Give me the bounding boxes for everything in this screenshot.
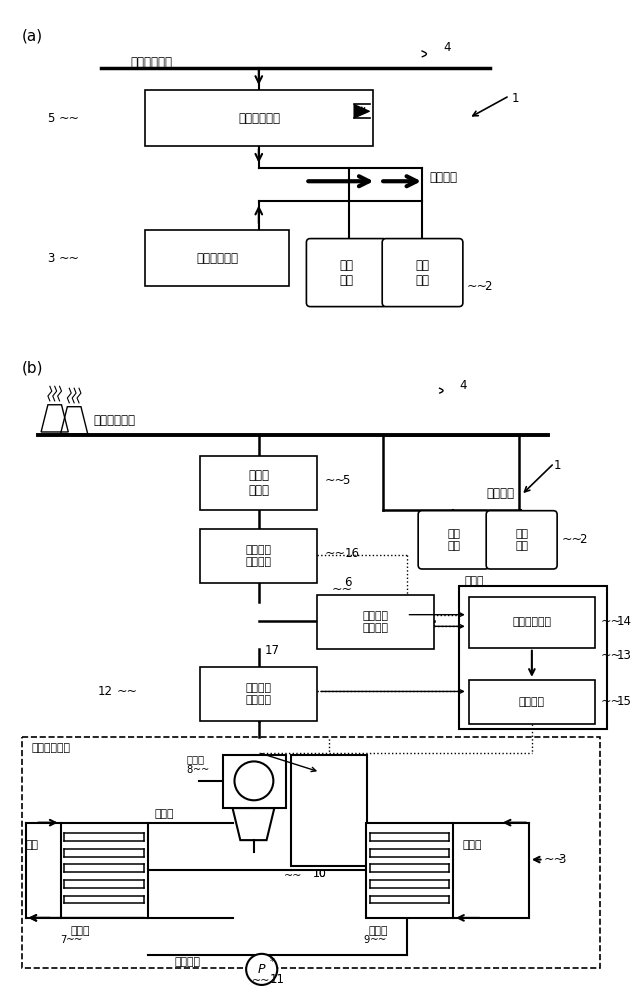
Text: (a): (a) (22, 29, 43, 44)
Bar (60, 823, 148, 918)
Text: 工作介质: 工作介质 (174, 957, 200, 967)
Text: 二元发电系统: 二元发电系统 (31, 743, 70, 753)
Text: 13: 13 (617, 649, 631, 662)
Text: 5: 5 (48, 112, 55, 125)
Bar (317, 595, 434, 649)
Bar (291, 755, 366, 866)
Text: 电力供给系统: 电力供给系统 (93, 414, 136, 427)
Text: 蠹发器: 蠹发器 (70, 926, 90, 936)
Text: 二元发电系统: 二元发电系统 (196, 252, 238, 265)
Text: 防逆流继电器: 防逆流继电器 (238, 112, 280, 125)
Text: 12: 12 (98, 685, 113, 698)
Text: 发电电力
测定单元: 发电电力 测定单元 (246, 683, 272, 705)
Bar (201, 667, 317, 721)
Text: ~~: ~~ (601, 649, 622, 662)
FancyBboxPatch shape (382, 239, 463, 307)
Circle shape (246, 954, 277, 985)
Text: 10: 10 (313, 869, 327, 879)
Text: ~~: ~~ (252, 976, 271, 986)
Bar (201, 456, 317, 510)
Text: 7: 7 (60, 935, 67, 945)
Text: ~~: ~~ (67, 935, 84, 945)
Text: ~~: ~~ (325, 474, 346, 487)
Text: 2: 2 (485, 280, 491, 293)
Text: 外部
负载: 外部 负载 (515, 529, 528, 551)
Text: 膨胀机: 膨胀机 (155, 809, 174, 819)
Text: P: P (258, 963, 265, 976)
Text: 外部
负载: 外部 负载 (340, 259, 354, 287)
Text: (b): (b) (22, 360, 43, 375)
Text: 14: 14 (617, 615, 631, 628)
Text: ~~: ~~ (192, 765, 209, 775)
Text: 外部
负载: 外部 负载 (415, 259, 429, 287)
Text: 防逆流
继电器: 防逆流 继电器 (248, 469, 269, 497)
Text: ~~: ~~ (467, 280, 488, 293)
Text: 温水: 温水 (25, 840, 39, 850)
Bar (469, 680, 595, 724)
Bar (145, 90, 373, 146)
FancyBboxPatch shape (486, 511, 557, 569)
Bar (459, 586, 606, 729)
Text: 2: 2 (580, 533, 587, 546)
Text: 供给电力
测定单元: 供给电力 测定单元 (246, 545, 272, 567)
Text: 使用电力
测定单元: 使用电力 测定单元 (363, 611, 389, 633)
FancyBboxPatch shape (418, 511, 489, 569)
Text: 9: 9 (364, 935, 370, 945)
Text: ~~: ~~ (331, 583, 352, 596)
Text: ~~: ~~ (601, 695, 622, 708)
Text: ~~: ~~ (544, 853, 565, 866)
Text: 电力负载: 电力负载 (430, 171, 458, 184)
Text: 凝结器: 凝结器 (368, 926, 388, 936)
Text: ~~: ~~ (284, 871, 302, 881)
Text: 16: 16 (344, 547, 359, 560)
Text: ~~: ~~ (601, 615, 622, 628)
Text: 4: 4 (443, 41, 451, 54)
Text: 10: 10 (313, 869, 327, 879)
Text: ~~: ~~ (562, 533, 583, 546)
Text: 6: 6 (344, 576, 352, 589)
Text: 8: 8 (187, 765, 193, 775)
FancyBboxPatch shape (307, 239, 387, 307)
Bar (22, 737, 600, 968)
Bar (469, 597, 595, 648)
Text: 控制部: 控制部 (465, 576, 485, 586)
Text: 4: 4 (459, 379, 467, 392)
Bar (223, 755, 286, 808)
Text: 电力负载: 电力负载 (486, 487, 514, 500)
Text: ~~: ~~ (325, 547, 346, 560)
Text: 3: 3 (48, 252, 55, 265)
Text: 17: 17 (265, 644, 279, 657)
Bar (366, 823, 453, 918)
Text: ~~: ~~ (58, 252, 79, 265)
Text: 冷却水: 冷却水 (463, 840, 483, 850)
Text: 外部
负载: 外部 负载 (447, 529, 460, 551)
Text: 电力供给系统: 电力供给系统 (131, 56, 173, 69)
Bar (201, 529, 317, 583)
Text: 循环量计算部: 循环量计算部 (512, 617, 551, 627)
Text: *: * (269, 957, 274, 967)
Text: 1: 1 (511, 92, 519, 105)
Text: ~~: ~~ (117, 685, 138, 698)
Bar (145, 230, 289, 286)
Text: 1: 1 (553, 459, 561, 472)
Text: 3: 3 (558, 853, 566, 866)
Text: 11: 11 (269, 973, 284, 986)
Text: 15: 15 (617, 695, 631, 708)
Text: 泵控制部: 泵控制部 (519, 697, 545, 707)
Text: 5: 5 (342, 474, 350, 487)
Text: ~~: ~~ (58, 112, 79, 125)
Text: ~~: ~~ (370, 935, 387, 945)
Polygon shape (354, 104, 370, 118)
Text: 发电机: 发电机 (187, 755, 205, 765)
